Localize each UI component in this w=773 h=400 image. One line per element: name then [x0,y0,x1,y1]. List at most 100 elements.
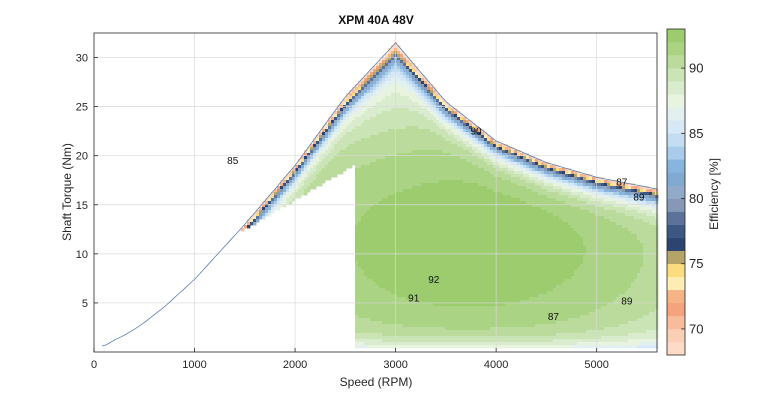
efficiency-cell [388,333,392,337]
efficiency-cell [469,150,473,154]
efficiency-cell [379,282,383,286]
efficiency-cell [400,144,404,148]
efficiency-cell [379,135,383,139]
efficiency-cell [415,321,419,325]
efficiency-cell [463,306,467,310]
efficiency-cell [460,180,464,184]
efficiency-cell [454,312,458,316]
efficiency-cell [451,345,455,349]
efficiency-cell [406,159,410,163]
efficiency-cell [352,162,356,166]
efficiency-cell [499,303,503,307]
efficiency-cell [415,327,419,331]
efficiency-cell [505,216,509,220]
efficiency-cell [364,315,368,319]
efficiency-cell [496,144,500,148]
efficiency-cell [415,156,419,160]
efficiency-cell [403,69,407,73]
efficiency-cell [490,312,494,316]
efficiency-cell [442,324,446,328]
efficiency-cell [385,63,389,67]
efficiency-cell [382,318,386,322]
efficiency-cell [457,159,461,163]
efficiency-cell [391,261,395,265]
efficiency-cell [373,75,377,79]
efficiency-cell [433,216,437,220]
efficiency-cell [442,120,446,124]
efficiency-cell [493,189,497,193]
efficiency-cell [496,243,500,247]
efficiency-cell [445,231,449,235]
efficiency-cell [385,93,389,97]
efficiency-cell [373,291,377,295]
efficiency-cell [454,207,458,211]
efficiency-cell [469,210,473,214]
efficiency-cell [484,300,488,304]
efficiency-cell [385,303,389,307]
efficiency-cell [397,81,401,85]
efficiency-cell [391,93,395,97]
efficiency-cell [412,159,416,163]
efficiency-cell [376,69,380,73]
efficiency-cell [442,201,446,205]
efficiency-cell [397,225,401,229]
efficiency-cell [400,240,404,244]
efficiency-cell [406,192,410,196]
efficiency-cell [424,324,428,328]
efficiency-cell [514,150,518,154]
efficiency-cell [370,141,374,145]
efficiency-cell [409,138,413,142]
efficiency-cell [334,129,338,133]
efficiency-cell [508,156,512,160]
efficiency-cell [382,267,386,271]
efficiency-cell [382,258,386,262]
efficiency-cell [289,192,293,196]
efficiency-cell [283,189,287,193]
efficiency-cell [409,255,413,259]
efficiency-cell [355,108,359,112]
efficiency-cell [379,102,383,106]
efficiency-cell [412,195,416,199]
efficiency-cell [466,333,470,337]
efficiency-cell [448,288,452,292]
efficiency-cell [364,255,368,259]
efficiency-cell [397,240,401,244]
efficiency-cell [421,225,425,229]
efficiency-cell [496,282,500,286]
efficiency-cell [364,147,368,151]
efficiency-cell [451,309,455,313]
efficiency-cell [418,222,422,226]
efficiency-cell [460,321,464,325]
efficiency-cell [352,114,356,118]
efficiency-cell [358,177,362,181]
efficiency-cell [379,279,383,283]
efficiency-cell [379,288,383,292]
efficiency-cell [370,297,374,301]
efficiency-cell [415,213,419,217]
efficiency-cell [415,69,419,73]
efficiency-cell [406,240,410,244]
efficiency-cell [379,150,383,154]
efficiency-cell [475,309,479,313]
efficiency-cell [409,126,413,130]
efficiency-cell [340,108,344,112]
efficiency-cell [496,162,500,166]
efficiency-cell [367,72,371,76]
efficiency-cell [481,231,485,235]
efficiency-cell [502,273,506,277]
efficiency-cell [358,165,362,169]
efficiency-cell [487,339,491,343]
efficiency-cell [379,132,383,136]
efficiency-cell [340,156,344,160]
efficiency-cell [379,87,383,91]
efficiency-cell [427,171,431,175]
efficiency-cell [370,153,374,157]
efficiency-cell [436,126,440,130]
efficiency-cell [361,168,365,172]
efficiency-cell [382,264,386,268]
efficiency-cell [400,291,404,295]
efficiency-cell [484,240,488,244]
efficiency-cell [481,249,485,253]
efficiency-cell [475,183,479,187]
efficiency-cell [448,336,452,340]
